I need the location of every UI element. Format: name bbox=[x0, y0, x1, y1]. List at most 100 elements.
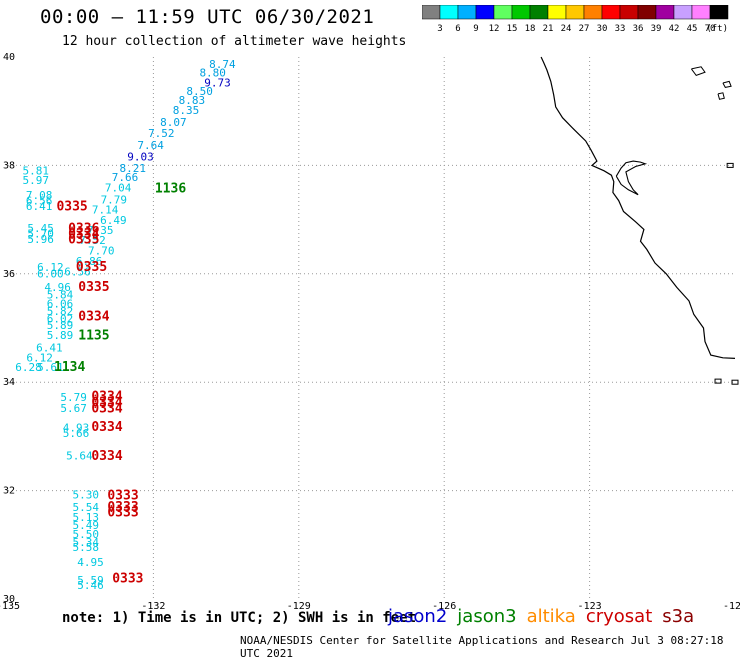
wave-height-label: 7.70 bbox=[88, 244, 115, 257]
pass-time-label: 1134 bbox=[54, 360, 85, 375]
map-subtitle: 12 hour collection of altimeter wave hei… bbox=[62, 34, 407, 49]
wave-height-label: 5.34 bbox=[72, 536, 99, 549]
map-title: 00:00 – 11:59 UTC 06/30/2021 bbox=[40, 6, 375, 28]
pass-time-label: 0334 bbox=[91, 420, 122, 435]
wave-height-label: 6.28 bbox=[15, 361, 42, 374]
island-outline bbox=[714, 378, 722, 384]
colorbar-unit: (ft) bbox=[706, 24, 728, 34]
wave-height-label: 7.52 bbox=[148, 127, 175, 140]
colorbar-swatch bbox=[709, 5, 729, 20]
wave-height-label: 7.66 bbox=[112, 171, 138, 184]
wave-height-label: 6.12 bbox=[37, 261, 64, 274]
wave-height-label: 5.61 bbox=[37, 361, 64, 374]
lat-tick-label: 30 bbox=[3, 594, 15, 605]
legend-cryosat: cryosat bbox=[585, 606, 653, 627]
wave-height-label: 8.35 bbox=[173, 104, 200, 117]
wave-height-label: 5.49 bbox=[72, 519, 99, 532]
pass-time-label: 1135 bbox=[78, 328, 109, 343]
wave-height-label: 5.59 bbox=[77, 574, 104, 587]
pass-time-label: 0335 bbox=[78, 280, 109, 295]
wave-height-label: 6.41 bbox=[26, 200, 53, 213]
lake-outline bbox=[690, 66, 706, 76]
lake-outline bbox=[717, 92, 725, 100]
pass-time-label: 0333 bbox=[112, 572, 143, 587]
wave-height-label: 7.14 bbox=[92, 204, 119, 217]
wave-height-label: 5.58 bbox=[72, 541, 99, 554]
wave-height-label: 5.81 bbox=[23, 165, 50, 178]
wave-height-label: 8.74 bbox=[209, 58, 236, 71]
wave-height-label: 5.82 bbox=[47, 305, 73, 318]
colorbar-label: 15 bbox=[507, 24, 518, 34]
legend-jason2: jason2 bbox=[388, 606, 448, 627]
colorbar-label: 9 bbox=[473, 24, 478, 34]
lake-outline bbox=[722, 80, 732, 88]
pass-time-label: 0333 bbox=[107, 506, 138, 521]
legend-altika: altika bbox=[526, 606, 576, 627]
lon-tick-label: -123 bbox=[578, 601, 602, 612]
island-outline bbox=[726, 162, 734, 168]
pass-time-label: 0333 bbox=[107, 488, 138, 503]
wave-height-label: 5.89 bbox=[47, 329, 73, 342]
colorbar-label: 33 bbox=[615, 24, 626, 34]
wave-height-label: 7.52 bbox=[79, 234, 106, 247]
wave-height-label: 5.30 bbox=[72, 489, 99, 502]
wave-height-label: 6.02 bbox=[47, 313, 73, 326]
lat-tick-label: 34 bbox=[3, 377, 15, 388]
wave-height-label: 8.83 bbox=[179, 94, 206, 107]
wave-height-label: 6.56 bbox=[26, 194, 53, 207]
pass-time-label: 0334 bbox=[91, 449, 122, 464]
colorbar-label: 6 bbox=[455, 24, 460, 34]
pass-time-label: 0334 bbox=[91, 390, 122, 405]
wave-height-label: 8.21 bbox=[119, 162, 145, 175]
wave-height-label: 5.97 bbox=[23, 174, 50, 187]
wave-height-label: 5.70 bbox=[27, 227, 53, 240]
wave-height-label: 5.46 bbox=[77, 579, 104, 592]
wave-height-label: 4.93 bbox=[63, 422, 90, 435]
wave-height-label: 4.95 bbox=[77, 556, 104, 569]
pass-time-label: 0335 bbox=[68, 232, 99, 247]
colorbar-label: 30 bbox=[597, 24, 608, 34]
lon-tick-label: -129 bbox=[287, 601, 311, 612]
wave-height-label: 4.96 bbox=[44, 281, 71, 294]
footer-note: note: 1) Time is in UTC; 2) SWH is in fe… bbox=[62, 610, 417, 626]
wave-height-label: 5.96 bbox=[27, 233, 53, 246]
coastline bbox=[540, 56, 736, 359]
wave-height-label: 6.41 bbox=[36, 341, 63, 354]
colorbar-label: 3 bbox=[437, 24, 442, 34]
wave-height-label: 6.12 bbox=[26, 352, 53, 365]
wave-height-label: 5.13 bbox=[72, 511, 99, 524]
pass-time-label: 0333 bbox=[107, 500, 138, 515]
legend-jason3: jason3 bbox=[457, 606, 517, 627]
lat-tick-label: 32 bbox=[3, 486, 15, 497]
wave-height-label: 7.79 bbox=[101, 193, 128, 206]
wave-height-label: 9.03 bbox=[127, 151, 154, 164]
island-outline bbox=[731, 379, 739, 385]
wave-height-label: 8.50 bbox=[186, 85, 213, 98]
pass-time-label: 0334 bbox=[91, 396, 122, 411]
wave-height-label: 5.66 bbox=[63, 427, 90, 440]
wave-height-label: 6.00 bbox=[37, 268, 64, 281]
colorbar-label: 21 bbox=[543, 24, 554, 34]
lat-tick-label: 36 bbox=[3, 269, 15, 280]
colorbar-label: 36 bbox=[633, 24, 644, 34]
wave-height-label: 7.64 bbox=[137, 139, 164, 152]
wave-height-colorbar: 3 6 9 12 15 18 21 24 27 30 33 36 39 42 45 70(ft) bbox=[422, 5, 729, 34]
wave-height-label: 7.08 bbox=[26, 189, 53, 202]
wave-height-label: 8.07 bbox=[160, 116, 187, 129]
satellite-legend: jason2 jason3 altika cryosat s3a bbox=[388, 606, 704, 627]
wave-height-label: 7.04 bbox=[105, 181, 132, 194]
lon-tick-label: -126 bbox=[432, 601, 456, 612]
wave-height-label: 5.50 bbox=[72, 528, 99, 541]
wave-height-label: 8.80 bbox=[199, 67, 226, 80]
pass-time-label: 0335 bbox=[56, 199, 87, 214]
colorbar-label: 45 bbox=[687, 24, 698, 34]
pass-time-label: 0334 bbox=[78, 309, 109, 324]
wave-height-label: 5.79 bbox=[60, 391, 87, 404]
bay-outline bbox=[615, 160, 648, 196]
pass-time-label: 0336 bbox=[68, 222, 99, 237]
wave-height-label: 6.06 bbox=[47, 297, 73, 310]
colorbar-label: 24 bbox=[561, 24, 572, 34]
pass-time-label: 0334 bbox=[68, 227, 99, 242]
wave-height-label: 6.56 bbox=[64, 265, 91, 278]
colorbar-label: 12 bbox=[489, 24, 500, 34]
